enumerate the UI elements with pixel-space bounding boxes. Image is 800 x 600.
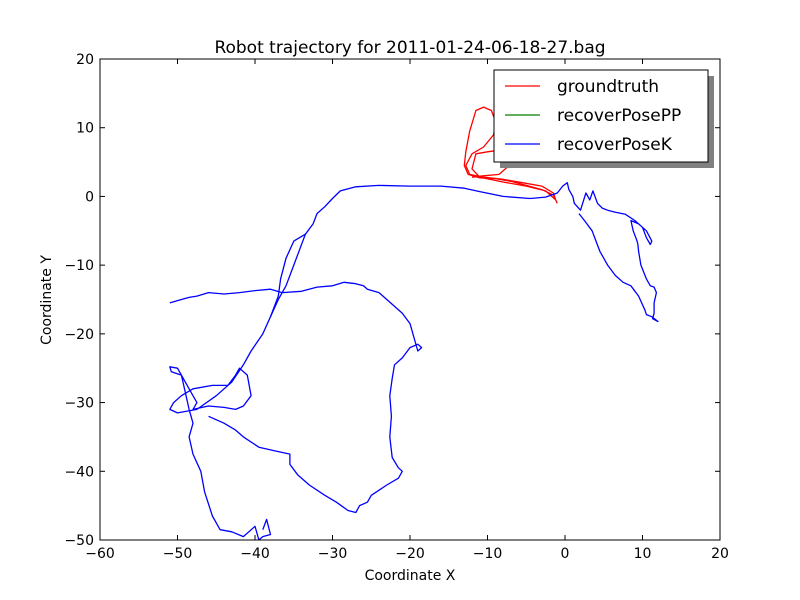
y-tick-label: −10 (64, 258, 94, 274)
ticks-layer: −60 −50 −40 −30 −20 −10 0 10 2020100−10−20−30−40… (64, 52, 728, 562)
series-line-3 (169, 281, 423, 514)
legend-label: groundtruth (557, 77, 659, 97)
x-tick-label: −10 (473, 546, 503, 562)
series-line-2 (169, 184, 531, 540)
y-axis-label: Coordinate Y (39, 255, 55, 345)
legend-entries: groundtruth recoverPosePP recoverPoseK (505, 77, 681, 155)
x-tick-label: 20 (711, 546, 729, 562)
legend-box (493, 69, 709, 163)
legend-label: recoverPosePP (557, 106, 681, 126)
series-line-5 (530, 182, 659, 323)
y-tick-label: −40 (64, 464, 94, 480)
y-tick-label: 0 (85, 189, 94, 205)
y-tick-label: −20 (64, 327, 94, 343)
x-tick-label: −60 (85, 546, 115, 562)
legend: groundtruth recoverPosePP recoverPoseK (493, 69, 714, 168)
y-tick-label: 20 (76, 52, 94, 68)
series-line-4 (269, 233, 307, 317)
x-tick-label: −50 (163, 546, 193, 562)
series-line-0 (463, 106, 558, 204)
x-tick-label: −20 (395, 546, 425, 562)
x-tick-label: −40 (240, 546, 270, 562)
legend-label: recoverPoseK (557, 135, 673, 155)
series-layer (169, 106, 659, 540)
y-tick-label: 10 (76, 121, 94, 137)
y-tick-label: −50 (64, 533, 94, 549)
x-tick-label: 0 (561, 546, 570, 562)
chart-title: Robot trajectory for 2011-01-24-06-18-27… (214, 38, 605, 58)
x-axis-label: Coordinate X (365, 568, 456, 584)
x-tick-label: −30 (318, 546, 348, 562)
y-tick-label: −30 (64, 396, 94, 412)
x-tick-label: 10 (634, 546, 652, 562)
